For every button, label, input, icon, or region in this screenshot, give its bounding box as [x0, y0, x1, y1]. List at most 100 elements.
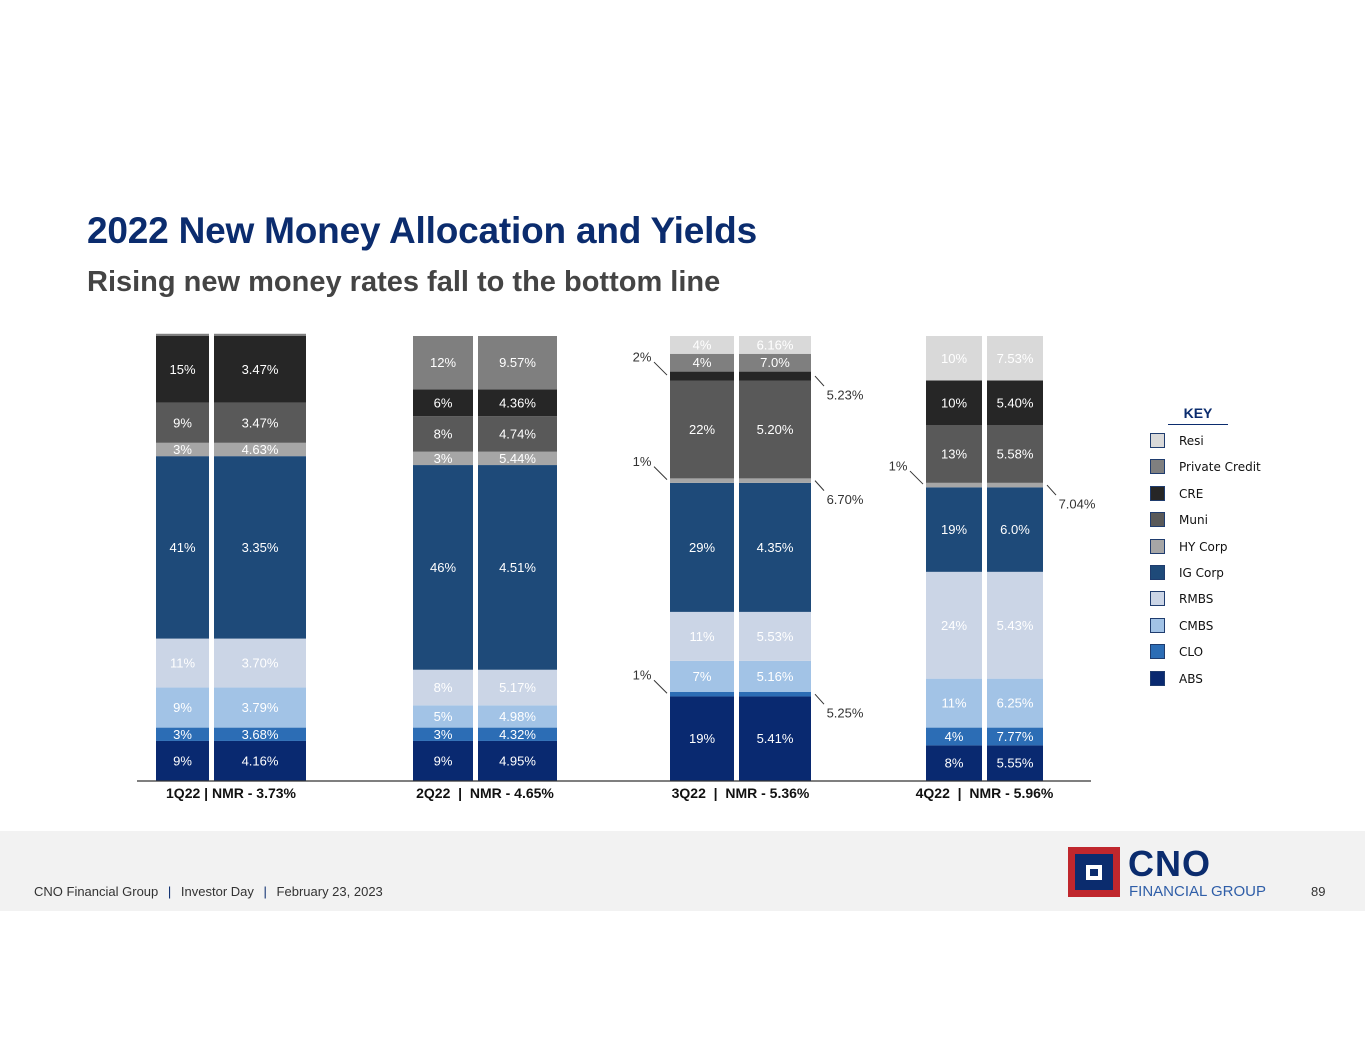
legend-swatch: [1150, 617, 1165, 633]
yield-bar-segment: [739, 660, 811, 692]
yield-bar-segment: [214, 456, 306, 639]
allocation-bar-segment: [413, 740, 473, 781]
allocation-data-label: 10%: [941, 395, 967, 410]
allocation-bar-segment: [926, 380, 982, 425]
allocation-bar-segment: [156, 442, 209, 457]
allocation-bar-segment: [156, 333, 209, 336]
allocation-bar-segment: [413, 705, 473, 728]
page-number: 89: [1311, 884, 1326, 899]
legend-swatch: [1150, 433, 1165, 448]
allocation-bar-segment: [670, 482, 734, 612]
allocation-data-label: 19%: [689, 731, 715, 746]
yield-bar-segment: [214, 442, 306, 457]
yield-bar-segment: [987, 380, 1043, 425]
yield-bar-segment: [478, 740, 557, 781]
yield-data-label: 9.57%: [499, 355, 536, 370]
yield-data-label: 5.41%: [757, 731, 794, 746]
cno-logo: CNO FINANCIAL GROUP: [1068, 843, 1278, 900]
footer-separator: |: [263, 884, 267, 899]
yield-data-label: 6.0%: [1000, 522, 1030, 537]
footer-event: Investor Day: [180, 884, 254, 899]
yield-bar-segment: [739, 611, 811, 661]
allocation-bar-segment: [670, 696, 734, 781]
legend-underline: [1168, 424, 1228, 425]
allocation-bar-segment: [413, 669, 473, 706]
yield-data-label: 3.35%: [242, 540, 279, 555]
allocation-data-label: 9%: [173, 753, 192, 768]
allocation-data-label: 15%: [169, 362, 195, 377]
yield-bar-segment: [987, 482, 1043, 488]
allocation-data-label: 22%: [689, 422, 715, 437]
yield-bar-segment: [739, 371, 811, 381]
allocation-data-label: 4%: [693, 355, 712, 370]
yield-data-label: 5.58%: [997, 446, 1034, 461]
allocation-data-label: 8%: [945, 756, 964, 771]
yield-bar-segment: [478, 416, 557, 452]
page-subtitle: Rising new money rates fall to the botto…: [87, 266, 721, 298]
legend-label: CMBS: [1179, 618, 1214, 633]
yield-data-label: 6.25%: [997, 696, 1034, 711]
yield-bar-segment: [214, 402, 306, 443]
callout-leader-line: [653, 679, 668, 694]
yield-bar-segment: [478, 727, 557, 741]
allocation-data-label: 6%: [434, 395, 453, 410]
legend-swatch: [1150, 565, 1165, 580]
allocation-data-label: 24%: [941, 618, 967, 633]
yield-bar-segment: [739, 380, 811, 479]
logo-subtitle: FINANCIAL GROUP: [1129, 883, 1266, 900]
callout-leader-line: [814, 693, 825, 705]
yield-data-label: 4.95%: [499, 753, 536, 768]
allocation-bar-segment: [926, 425, 982, 483]
allocation-data-label: 11%: [170, 656, 195, 671]
legend-swatch: [1150, 670, 1165, 686]
yield-bar-segment: [214, 727, 306, 741]
callout-allocation-label: 1%: [633, 454, 652, 469]
callout-leader-line: [814, 375, 825, 387]
yield-bar-segment: [739, 696, 811, 781]
yield-bar-segment: [478, 705, 557, 728]
page-title: 2022 New Money Allocation and Yields: [87, 210, 757, 251]
legend-swatch: [1150, 538, 1165, 554]
footer-text: CNO Financial Group | Investor Day | Feb…: [34, 884, 383, 899]
allocation-bar-segment: [926, 487, 982, 572]
yield-data-label: 4.74%: [499, 426, 536, 441]
allocation-bar-segment: [670, 336, 734, 354]
yield-bar-segment: [987, 336, 1043, 381]
allocation-bar-segment: [670, 692, 734, 697]
allocation-bar-segment: [413, 389, 473, 417]
footer-company: CNO Financial Group: [34, 884, 159, 899]
allocation-data-label: 4%: [945, 729, 964, 744]
allocation-bar-segment: [156, 687, 209, 728]
yield-data-label: 7.0%: [760, 355, 790, 370]
yield-bar-segment: [987, 487, 1043, 572]
yield-data-label: 4.32%: [499, 727, 536, 742]
allocation-bar-segment: [926, 678, 982, 728]
yield-data-label: 4.36%: [499, 395, 536, 410]
allocation-bar-segment: [670, 660, 734, 692]
yield-data-label: 4.63%: [242, 442, 279, 457]
legend-label: IG Corp: [1179, 566, 1224, 580]
allocation-bar-segment: [670, 380, 734, 479]
legend-swatch: [1150, 512, 1165, 528]
allocation-bar-segment: [926, 482, 982, 488]
legend-label: Resi: [1179, 434, 1204, 448]
callout-leader-line: [1046, 484, 1057, 496]
quarter-group: 9% 4.95% 3% 4.32% 5% 4.98% 8% 5.17% 46% 4.51% 3% 5.…: [413, 336, 557, 801]
yield-data-label: 4.16%: [242, 753, 279, 768]
yield-bar-segment: [214, 333, 306, 336]
allocation-bar-segment: [413, 465, 473, 670]
allocation-bar-segment: [413, 451, 473, 466]
yield-data-label: 4.98%: [499, 709, 536, 724]
allocation-data-label: 3%: [173, 442, 192, 457]
yield-data-label: 5.55%: [997, 756, 1034, 771]
allocation-data-label: 3%: [173, 727, 192, 742]
callout-leader-line: [814, 480, 825, 491]
yield-bar-segment: [478, 389, 557, 417]
yield-bar-segment: [739, 478, 811, 483]
yield-bar-segment: [739, 353, 811, 372]
yield-bar-segment: [987, 571, 1043, 679]
allocation-bar-segment: [413, 336, 473, 390]
yield-bar-segment: [739, 336, 811, 354]
x-axis-category-label: 4Q22 | NMR - 5.96%: [916, 785, 1054, 801]
quarter-group: 9% 4.16% 3% 3.68% 9% 3.79% 11% 3.70% 41% 3.35% 3% 4…: [156, 333, 306, 801]
